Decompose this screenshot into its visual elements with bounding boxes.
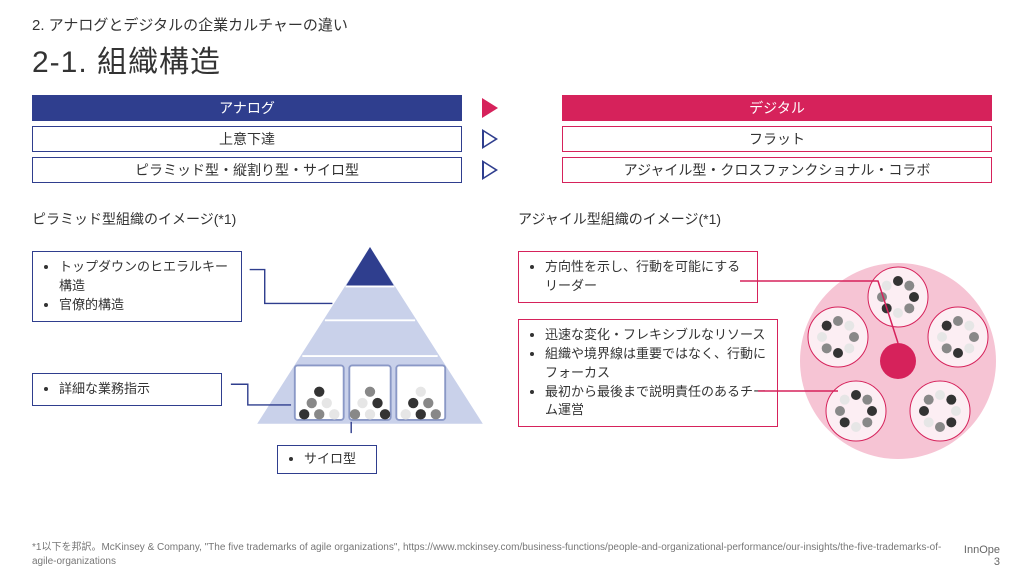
analog-row-1: 上意下達 — [32, 126, 462, 152]
digital-row-1: フラット — [562, 126, 992, 152]
brand-label: InnOpe — [964, 544, 1000, 556]
digital-row-2: アジャイル型・クロスファンクショナル・コラボ — [562, 157, 992, 183]
agile-column: アジャイル型組織のイメージ(*1) 方向性を示し、行動を可能にするリーダー 迅速… — [518, 209, 992, 477]
callout-item: サイロ型 — [304, 450, 370, 469]
silo-callout: サイロ型 — [277, 445, 377, 474]
callout-item: 官僚的構造 — [59, 296, 233, 315]
arrow-filled-icon — [482, 98, 498, 118]
pyramid-callout-2: 詳細な業務指示 — [32, 373, 222, 406]
agile-callout-2: 迅速な変化・フレキシブルなリソース 組織や境界線は重要ではなく、行動にフォーカス… — [518, 319, 778, 427]
footnote: *1以下を邦訳。McKinsey & Company, "The five tr… — [32, 541, 944, 568]
analog-row-2: ピラミッド型・縦割り型・サイロ型 — [32, 157, 462, 183]
arrow-outline-icon — [482, 160, 498, 180]
agile-circle-diagram — [798, 261, 998, 461]
pyramid-callout-1: トップダウンのヒエラルキー構造 官僚的構造 — [32, 251, 242, 322]
pyramid-diagram — [250, 247, 490, 435]
agile-title: アジャイル型組織のイメージ(*1) — [518, 209, 992, 229]
analog-header: アナログ — [32, 95, 462, 121]
pyramid-column: ピラミッド型組織のイメージ(*1) トップダウンのヒエラルキー構造 官僚的構造 … — [32, 209, 506, 477]
digital-header: デジタル — [562, 95, 992, 121]
page-number: 3 — [964, 556, 1000, 568]
page-footer: InnOpe 3 — [964, 544, 1000, 568]
page-title: 2-1. 組織構造 — [32, 37, 992, 81]
comparison-table: アナログ デジタル 上意下達 フラット ピラミッド型・縦割り型・サイロ型 アジャ… — [32, 95, 992, 183]
callout-item: 方向性を示し、行動を可能にするリーダー — [545, 258, 749, 296]
agile-callout-1: 方向性を示し、行動を可能にするリーダー — [518, 251, 758, 303]
callout-item: 組織や境界線は重要ではなく、行動にフォーカス — [545, 345, 769, 383]
pyramid-title: ピラミッド型組織のイメージ(*1) — [32, 209, 506, 229]
callout-item: 詳細な業務指示 — [59, 380, 213, 399]
callout-item: 最初から最後まで説明責任のあるチーム運営 — [545, 383, 769, 421]
section-label: 2. アナログとデジタルの企業カルチャーの違い — [32, 14, 992, 35]
arrow-outline-icon — [482, 129, 498, 149]
callout-item: トップダウンのヒエラルキー構造 — [59, 258, 233, 296]
callout-item: 迅速な変化・フレキシブルなリソース — [545, 326, 769, 345]
